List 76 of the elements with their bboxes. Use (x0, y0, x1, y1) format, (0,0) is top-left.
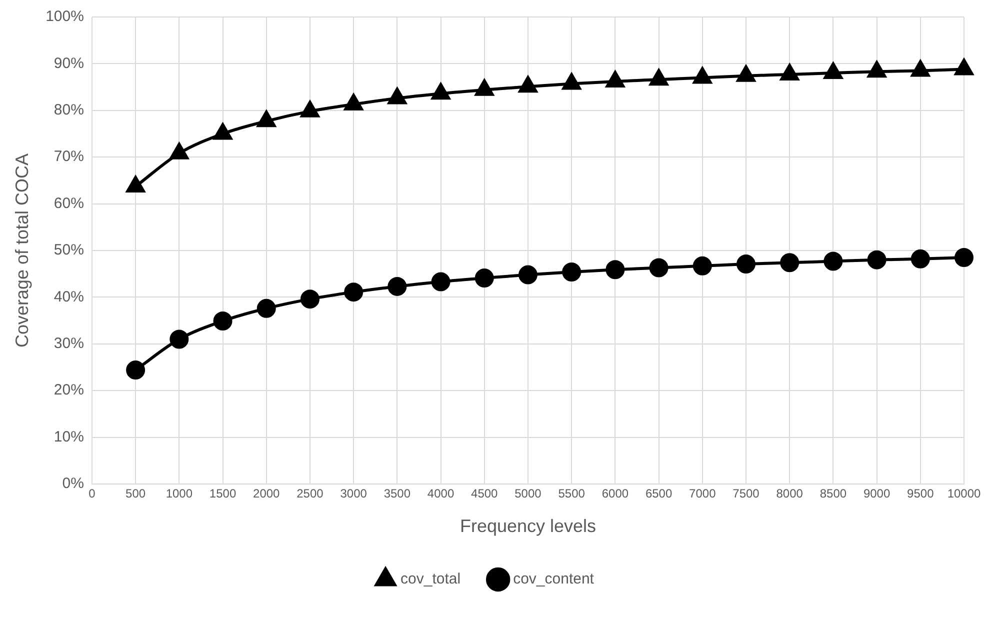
point (692, 256, 712, 276)
x-tick-label: 4000 (427, 486, 454, 501)
point (910, 249, 930, 268)
point (954, 248, 974, 268)
point (126, 360, 146, 380)
x-tick-label: 6500 (645, 486, 672, 501)
y-tick-label: 10% (54, 428, 84, 446)
legend-label: cov_content (513, 570, 595, 588)
point (344, 94, 363, 110)
point (300, 290, 320, 309)
x-tick-label: 4500 (471, 486, 498, 501)
x-tick-label: 5500 (558, 486, 586, 501)
x-tick-label: 2000 (253, 486, 280, 501)
point (170, 142, 188, 160)
point (474, 268, 494, 288)
point (824, 62, 842, 80)
x-tick-label: 7500 (732, 486, 760, 501)
y-tick-label: 50% (54, 242, 84, 259)
point (824, 252, 843, 271)
point (518, 265, 538, 284)
y-tick-label: 80% (54, 102, 84, 119)
point (606, 70, 624, 88)
point (780, 253, 800, 272)
point (693, 67, 712, 84)
y-tick-label: 0% (62, 475, 84, 492)
point (126, 176, 145, 193)
point (344, 282, 364, 302)
y-tick-label: 100% (46, 8, 84, 26)
point (606, 260, 625, 280)
x-tick-label: 5000 (514, 486, 542, 501)
point (431, 83, 450, 100)
x-tick-label: 8500 (820, 486, 847, 501)
x-tick-label: 7000 (689, 486, 716, 501)
point (518, 76, 538, 93)
point (562, 262, 582, 282)
point (780, 64, 799, 80)
point (649, 69, 668, 86)
x-axis-title: Frequency levels (460, 516, 596, 536)
x-tick-label: 2500 (296, 486, 324, 501)
point (431, 272, 450, 292)
y-tick-label: 20% (54, 382, 84, 399)
point (170, 330, 189, 349)
point (300, 100, 320, 118)
x-tick-label: 3000 (340, 486, 368, 501)
y-tick-label: 70% (54, 148, 84, 166)
point (649, 258, 668, 278)
legend-label: cov_total (400, 570, 461, 588)
x-tick-label: 3500 (384, 486, 411, 501)
x-tick-label: 8000 (776, 486, 804, 501)
point (475, 79, 494, 96)
point (388, 88, 406, 104)
x-tick-label: 1500 (209, 486, 236, 501)
point (213, 123, 232, 140)
x-tick-label: 500 (126, 486, 146, 501)
x-tick-label: 10000 (947, 486, 982, 501)
point (911, 60, 930, 77)
point (736, 254, 756, 274)
x-tick-label: 1000 (166, 486, 193, 501)
y-tick-label: 90% (54, 54, 84, 72)
point (867, 250, 886, 270)
point (562, 73, 581, 90)
point (868, 61, 886, 78)
x-tick-label: 6000 (602, 486, 629, 501)
y-tick-label: 60% (54, 194, 84, 212)
point (257, 110, 276, 128)
x-tick-label: 0 (88, 486, 96, 501)
point (388, 276, 407, 296)
point (213, 312, 232, 331)
point (736, 65, 756, 82)
point (954, 58, 974, 76)
y-axis-title: Coverage of total COCA (12, 153, 32, 348)
y-tick-label: 40% (54, 288, 84, 306)
x-tick-label: 9500 (907, 486, 934, 501)
point (256, 298, 276, 318)
x-tick-label: 9000 (863, 486, 890, 501)
y-tick-label: 30% (54, 335, 84, 352)
